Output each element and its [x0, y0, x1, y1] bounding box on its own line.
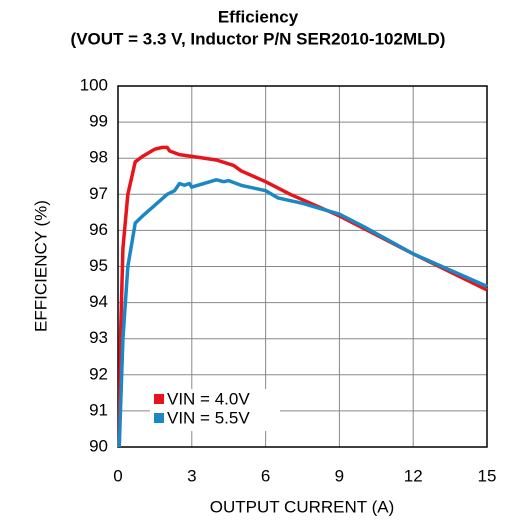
x-tick-label: 3: [187, 466, 196, 485]
series-line: [117, 178, 488, 448]
legend-box: [150, 389, 280, 431]
y-tick-label: 93: [89, 328, 108, 347]
legend-swatch: [154, 394, 164, 404]
y-axis-label: EFFICIENCY (%): [31, 200, 50, 332]
x-tick-label: 6: [261, 466, 270, 485]
y-tick-label: 94: [89, 292, 108, 311]
chart-subtitle: (VOUT = 3.3 V, Inductor P/N SER2010-102M…: [71, 29, 446, 48]
y-tick-label: 96: [89, 220, 108, 239]
y-tick-label: 99: [89, 112, 108, 131]
x-tick-label: 12: [404, 466, 423, 485]
y-tick-label: 92: [89, 364, 108, 383]
y-tick-label: 98: [89, 148, 108, 167]
y-tick-label: 91: [89, 400, 108, 419]
legend-label: VIN = 5.5V: [167, 408, 250, 427]
x-tick-label: 15: [478, 466, 497, 485]
y-tick-label: 100: [80, 75, 108, 94]
legend-label: VIN = 4.0V: [167, 389, 250, 408]
chart-title: Efficiency: [218, 7, 299, 26]
plot-frame: [117, 85, 488, 448]
legend-swatch: [154, 413, 164, 423]
series-line: [117, 145, 488, 448]
y-tick-label: 90: [89, 436, 108, 455]
x-axis-label: OUTPUT CURRENT (A): [210, 497, 395, 516]
y-tick-label: 95: [89, 256, 108, 275]
y-tick-label: 97: [89, 184, 108, 203]
x-tick-label: 0: [113, 466, 122, 485]
x-tick-label: 9: [335, 466, 344, 485]
